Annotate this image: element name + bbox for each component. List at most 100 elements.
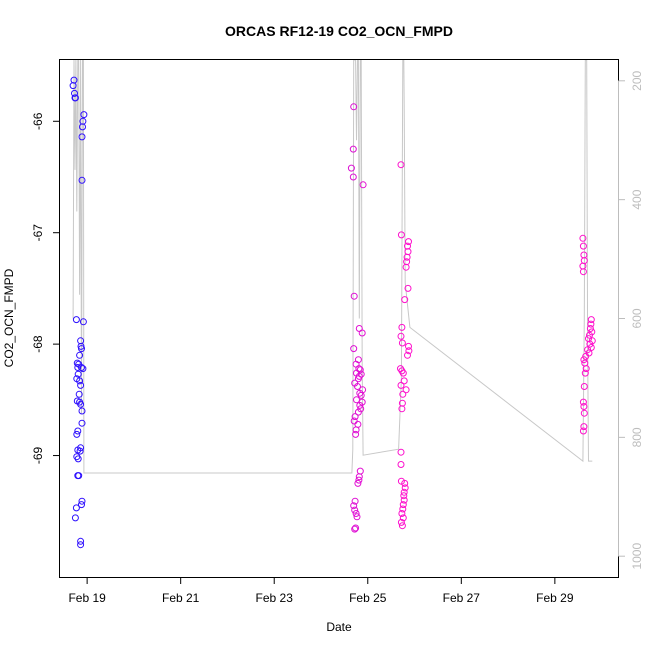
data-point — [77, 381, 85, 389]
data-point — [580, 383, 588, 390]
data-point — [72, 504, 80, 512]
data-point — [351, 497, 359, 505]
data-point — [582, 352, 590, 360]
data-point — [401, 484, 409, 492]
y-axis-label: CO2_OCN_FMPD — [2, 268, 16, 367]
data-point — [399, 501, 407, 509]
data-point — [78, 407, 86, 415]
data-point — [352, 510, 360, 517]
data-point — [350, 292, 358, 300]
data-point — [579, 398, 587, 406]
data-point — [580, 356, 588, 364]
data-point — [73, 359, 81, 367]
data-point — [350, 417, 358, 425]
data-point — [354, 479, 362, 487]
trace-line — [72, 59, 593, 474]
y2-axis-right: 200 400 600 800 1000 — [618, 70, 644, 570]
data-point — [78, 364, 85, 371]
data-point — [352, 524, 360, 532]
y2-tick-label: 800 — [630, 427, 644, 447]
data-point — [586, 331, 593, 339]
data-point — [355, 473, 363, 481]
data-point — [77, 337, 85, 345]
data-point — [78, 176, 86, 184]
data-point — [400, 488, 408, 496]
data-point — [353, 513, 361, 521]
data-point — [350, 345, 358, 353]
data-point — [359, 181, 367, 189]
data-point — [69, 82, 77, 90]
data-point — [403, 253, 411, 261]
data-point — [356, 401, 364, 409]
data-point — [347, 164, 355, 172]
data-point — [354, 375, 362, 383]
data-point — [405, 347, 413, 355]
data-point — [399, 505, 407, 513]
data-point — [398, 510, 406, 517]
data-point — [398, 522, 406, 530]
data-point — [580, 251, 588, 259]
chart-title: ORCAS RF12-19 CO2_OCN_FMPD — [225, 23, 453, 39]
data-point — [80, 111, 88, 119]
data-point — [580, 403, 588, 410]
data-point — [398, 323, 406, 331]
data-point — [71, 89, 78, 97]
data-point — [584, 346, 592, 354]
points-layer — [69, 76, 596, 549]
y-axis: -66 -67 -68 -69 — [31, 112, 60, 464]
data-point — [350, 103, 358, 111]
data-point — [349, 173, 357, 181]
y2-tick-label: 400 — [630, 189, 644, 209]
data-point — [357, 391, 365, 399]
y-tick-label: -67 — [31, 224, 45, 242]
data-point — [74, 427, 82, 435]
data-point — [581, 369, 589, 377]
data-point — [351, 413, 359, 421]
data-point — [353, 396, 360, 404]
data-point — [358, 329, 366, 337]
data-point — [397, 381, 405, 389]
y-tick-label: -66 — [31, 112, 45, 130]
x-axis: Feb 19 Feb 21 Feb 23 Feb 25 Feb 27 Feb 29 — [68, 577, 574, 605]
data-point — [350, 502, 358, 510]
data-point — [399, 369, 407, 377]
x-tick-label: Feb 23 — [256, 591, 294, 605]
data-point — [352, 426, 360, 434]
data-point — [77, 400, 85, 408]
data-point — [579, 242, 587, 250]
data-point — [397, 461, 405, 468]
data-point — [398, 339, 406, 347]
data-point — [78, 133, 86, 141]
data-point — [354, 383, 361, 390]
data-point — [579, 427, 587, 435]
data-point — [399, 514, 407, 522]
data-point — [78, 497, 86, 505]
data-point — [356, 467, 364, 475]
data-point — [78, 501, 85, 509]
trace-layer — [72, 59, 593, 474]
data-point — [73, 430, 81, 438]
data-point — [582, 365, 590, 373]
data-point — [586, 325, 594, 332]
data-point — [74, 455, 82, 463]
data-point — [75, 472, 83, 480]
y-tick-label: -68 — [31, 335, 45, 353]
data-point — [352, 430, 360, 438]
data-point — [79, 318, 87, 326]
y2-tick-label: 600 — [630, 308, 644, 328]
data-point — [78, 345, 85, 353]
x-axis-label: Date — [326, 620, 352, 634]
data-point — [397, 332, 405, 340]
data-point — [349, 145, 357, 153]
data-point — [71, 94, 79, 102]
x-tick-label: Feb 27 — [443, 591, 481, 605]
data-point — [75, 390, 83, 398]
data-point — [397, 161, 405, 169]
data-point — [399, 390, 407, 398]
data-point — [580, 409, 588, 417]
data-point — [401, 479, 409, 487]
data-point — [351, 506, 359, 514]
data-point — [354, 408, 362, 416]
y-tick-label: -69 — [31, 447, 45, 465]
